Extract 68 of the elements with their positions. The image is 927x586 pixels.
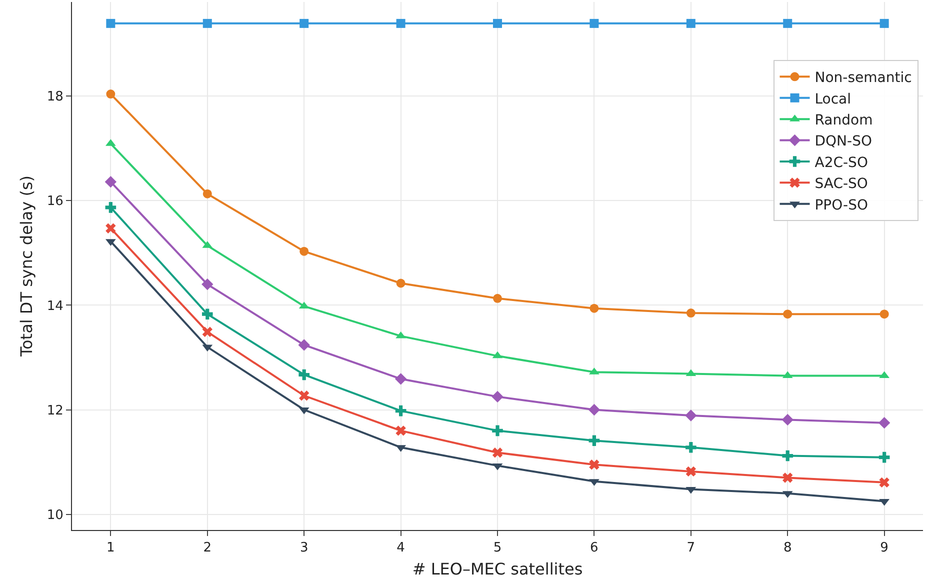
- x-tick-label: 1: [106, 540, 115, 556]
- y-tick-label: 10: [46, 508, 64, 523]
- x-tick-label: 9: [880, 540, 888, 556]
- point: [686, 466, 696, 477]
- point: [589, 460, 600, 470]
- x-tick-label: 3: [300, 540, 308, 556]
- legend-label: DQN-SO: [814, 134, 872, 150]
- y-tick-label: 16: [46, 194, 64, 210]
- point: [492, 390, 504, 403]
- point: [105, 202, 116, 213]
- point: [686, 308, 696, 318]
- point: [106, 18, 116, 28]
- x-tick-label: 4: [396, 540, 405, 556]
- point: [878, 416, 890, 429]
- point: [202, 326, 212, 337]
- y-tick-label: 12: [46, 403, 64, 418]
- point: [783, 310, 792, 319]
- point: [106, 90, 116, 99]
- point: [300, 18, 309, 28]
- point: [298, 369, 310, 380]
- x-tick-label: 6: [590, 540, 598, 556]
- point: [493, 294, 502, 303]
- point: [298, 339, 310, 351]
- y-tick-label: 14: [46, 298, 64, 314]
- point: [880, 18, 889, 28]
- point: [590, 304, 599, 313]
- point: [396, 426, 406, 436]
- point: [782, 414, 794, 426]
- point: [396, 18, 406, 28]
- point: [395, 405, 406, 416]
- point: [396, 278, 406, 288]
- point: [879, 477, 890, 488]
- point: [298, 390, 310, 401]
- point: [685, 410, 697, 422]
- legend-label: Random: [814, 112, 873, 129]
- point: [588, 404, 600, 416]
- point: [686, 442, 696, 453]
- y-axis-title: Total DT sync delay (s): [16, 175, 36, 358]
- point: [782, 450, 794, 462]
- point: [202, 189, 212, 198]
- legend-label: A2C-SO: [814, 154, 868, 171]
- point: [202, 18, 212, 28]
- point: [588, 435, 600, 446]
- legend-label: Non-semantic: [814, 70, 912, 86]
- point: [106, 223, 116, 234]
- point: [202, 308, 213, 320]
- x-axis-title: # LEO–MEC satellites: [412, 559, 583, 578]
- legend-label: Local: [814, 91, 852, 108]
- point: [493, 18, 502, 28]
- point: [492, 448, 503, 458]
- point: [202, 278, 214, 290]
- x-tick-label: 5: [493, 540, 502, 556]
- point: [394, 373, 407, 385]
- point: [590, 18, 599, 28]
- legend-label: SAC-SO: [814, 176, 868, 192]
- y-tick-label: 18: [46, 90, 64, 105]
- point: [880, 310, 889, 319]
- point: [300, 246, 309, 256]
- point: [104, 176, 117, 188]
- x-tick-label: 7: [686, 540, 696, 556]
- x-tick-label: 2: [203, 540, 212, 556]
- point: [686, 18, 696, 28]
- legend-label: PPO-SO: [814, 197, 868, 214]
- point: [782, 472, 793, 483]
- point: [492, 425, 503, 436]
- point: [878, 452, 890, 463]
- point: [783, 18, 792, 28]
- x-tick-label: 8: [783, 540, 792, 556]
